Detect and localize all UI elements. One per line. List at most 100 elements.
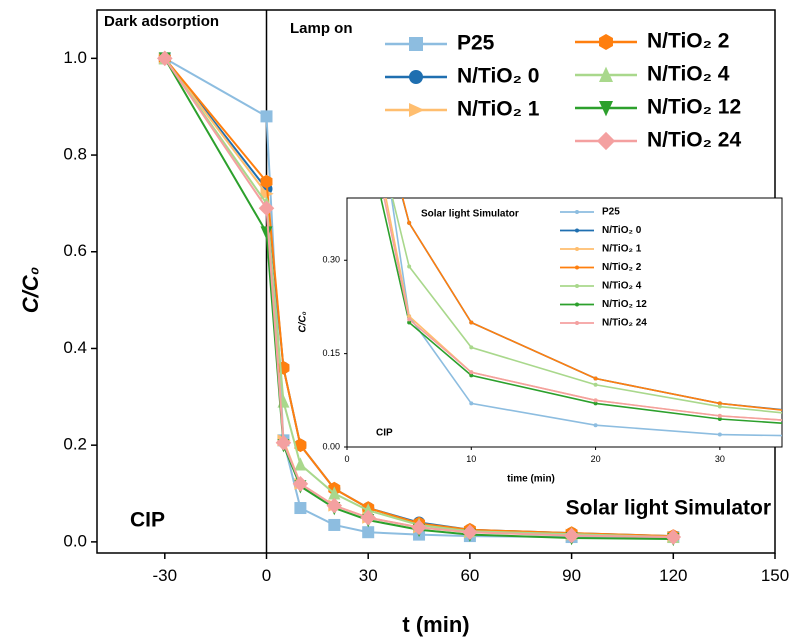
point	[593, 376, 598, 381]
marker	[294, 457, 307, 471]
x-tick-label: 30	[359, 566, 378, 585]
annotation: CIP	[130, 509, 165, 532]
series-group	[157, 10, 682, 553]
marker	[275, 434, 292, 451]
marker	[260, 174, 273, 189]
point	[407, 264, 412, 269]
marker	[409, 37, 423, 51]
x-tick-label: 20	[591, 454, 601, 464]
x-tick-label: -30	[153, 566, 178, 585]
x-tick-label: 90	[562, 566, 581, 585]
annotation: Solar light Simulator	[566, 497, 771, 520]
y-tick-label: 0.30	[322, 255, 340, 265]
marker	[292, 476, 309, 492]
marker	[665, 529, 682, 545]
series-line	[163, 57, 674, 539]
marker	[360, 509, 376, 526]
y-tick-label: 0.0	[63, 531, 87, 550]
point	[407, 317, 412, 322]
point	[469, 370, 474, 375]
point	[407, 314, 412, 319]
legend-label: N/TiO₂ 24	[647, 129, 741, 152]
marker	[294, 438, 307, 453]
marker	[409, 70, 423, 84]
y-tick-label: 0.6	[63, 241, 87, 260]
point	[593, 398, 598, 403]
x-tick-label: 120	[659, 566, 687, 585]
annotation: Dark adsorption	[104, 13, 219, 30]
x-tick-label: 0	[262, 566, 271, 585]
marker	[294, 502, 307, 515]
legend-label: N/TiO₂ 1	[457, 98, 540, 121]
y-tick-label: 0.00	[322, 441, 340, 451]
inset-legend-marker	[575, 284, 579, 288]
y-tick-label: 0.15	[322, 348, 340, 358]
point	[469, 401, 474, 406]
inset-annotation: Solar light Simulator	[421, 209, 519, 220]
y-tick-label: 0.8	[63, 145, 87, 164]
series-line	[163, 57, 674, 539]
point	[469, 320, 474, 325]
marker	[462, 524, 478, 541]
marker	[258, 200, 275, 217]
marker	[328, 518, 341, 531]
inset-legend-label: N/TiO₂ 4	[602, 281, 642, 292]
point	[717, 401, 722, 406]
series-line	[401, 198, 782, 411]
point	[593, 401, 598, 406]
series-group	[380, 198, 782, 437]
legend-label: N/TiO₂ 0	[457, 65, 539, 88]
y-tick-label: 1.0	[63, 48, 87, 67]
marker	[260, 226, 273, 240]
inset-legend-label: N/TiO₂ 2	[602, 262, 642, 273]
inset-legend-marker	[575, 210, 579, 214]
inset-annotation: CIP	[376, 428, 393, 439]
point	[717, 432, 722, 437]
y-tick-label: 0.4	[63, 338, 87, 357]
inset-legend-marker	[575, 302, 579, 307]
legend-label: N/TiO₂ 4	[647, 63, 730, 86]
marker	[599, 66, 613, 82]
point	[469, 373, 474, 378]
marker	[409, 103, 425, 117]
inset-legend-label: N/TiO₂ 1	[602, 244, 642, 255]
legend-label: N/TiO₂ 12	[647, 96, 741, 119]
inset-legend-label: N/TiO₂ 24	[602, 318, 647, 329]
marker	[563, 527, 580, 544]
point	[407, 320, 412, 325]
marker	[326, 497, 343, 514]
inset-legend-marker	[575, 265, 579, 270]
x-tick-label: 10	[466, 454, 476, 464]
point	[717, 413, 722, 418]
marker	[596, 131, 616, 151]
point	[469, 345, 474, 350]
y-tick-label: 0.2	[63, 435, 87, 454]
inset-legend-marker	[575, 321, 579, 325]
inset-legend-label: N/TiO₂ 12	[602, 299, 647, 310]
marker	[411, 519, 427, 536]
legend-label: N/TiO₂ 2	[647, 30, 729, 53]
marker	[260, 110, 273, 123]
series-line	[164, 57, 674, 538]
marker	[599, 33, 613, 51]
y-axis-label: C/C₀	[18, 267, 43, 314]
series-line	[380, 198, 782, 424]
marker	[362, 526, 375, 539]
series-line	[390, 198, 782, 437]
marker	[599, 101, 613, 117]
marker	[157, 50, 173, 67]
point	[407, 220, 412, 225]
point	[593, 423, 598, 428]
x-tick-label: 30	[715, 454, 725, 464]
inset-legend-marker	[575, 228, 579, 233]
inset-legend-label: N/TiO₂ 0	[602, 225, 642, 236]
x-axis-label: t (min)	[402, 612, 469, 637]
x-tick-label: 150	[761, 566, 789, 585]
x-tick-label: 60	[460, 566, 479, 585]
x-tick-label: 0	[344, 454, 349, 464]
legend-label: P25	[457, 32, 495, 55]
inset-x-label: time (min)	[507, 474, 555, 485]
inset-y-label: C/C₀	[298, 311, 309, 332]
inset-legend-label: P25	[602, 207, 620, 218]
inset-legend-marker	[575, 247, 579, 251]
